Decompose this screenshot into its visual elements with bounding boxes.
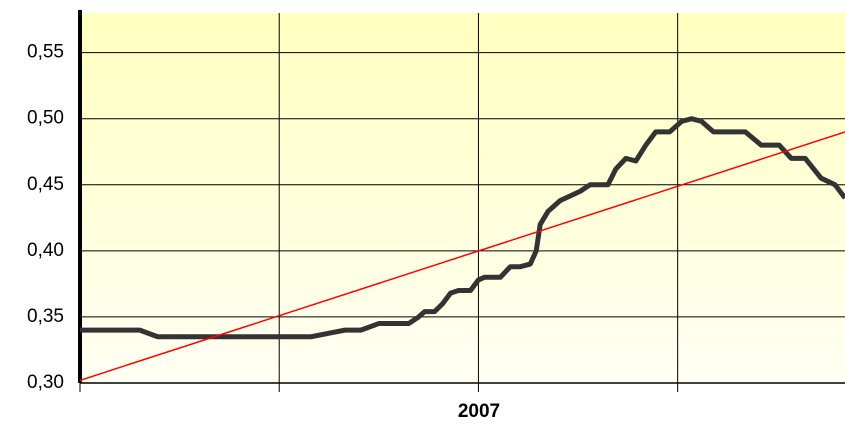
- plot-area: [80, 13, 845, 383]
- y-tick-label: 0,45: [27, 174, 64, 195]
- y-tick-label: 0,40: [27, 240, 64, 261]
- y-tick-label: 0,50: [27, 108, 64, 129]
- x-axis-label: 2007: [458, 401, 500, 422]
- y-tick-label: 0,30: [27, 372, 64, 393]
- y-tick-label: 0,35: [27, 306, 64, 327]
- y-tick-label: 0,55: [27, 42, 64, 63]
- data-line: [80, 116, 845, 340]
- trend-line: [80, 131, 845, 382]
